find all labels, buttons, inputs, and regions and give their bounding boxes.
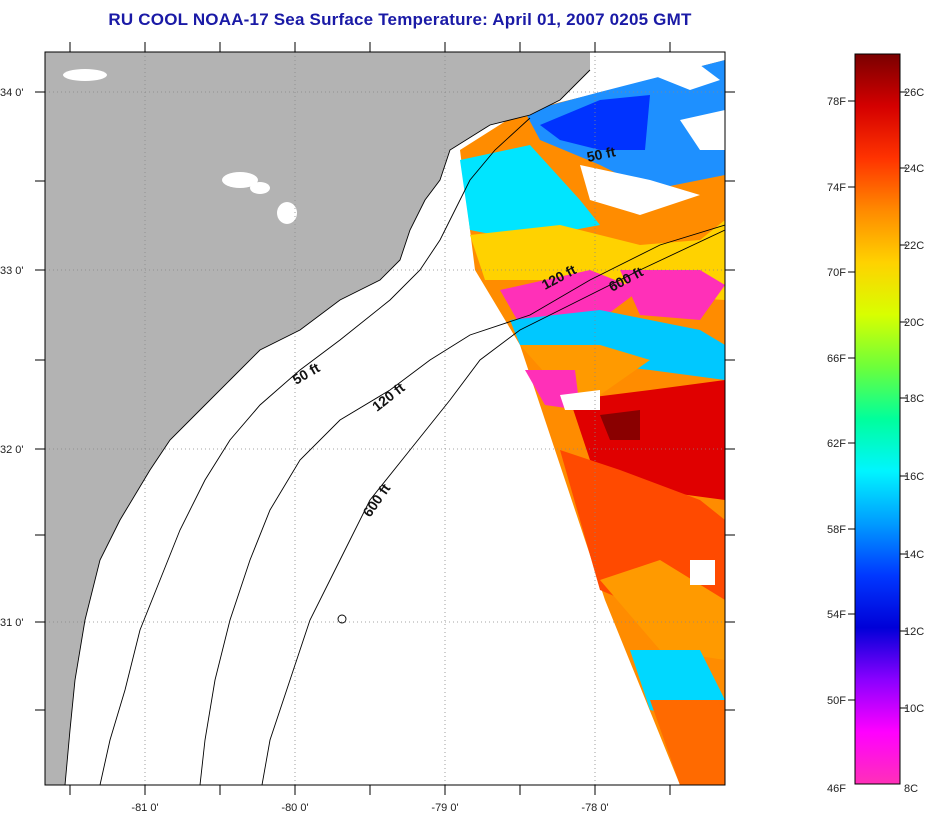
colorbar-celsius-labels: 26C 24C 22C 20C 18C 16C 14C 12C 10C 8C [904, 87, 924, 795]
map-title: RU COOL NOAA-17 Sea Surface Temperature:… [108, 10, 692, 29]
map-frame [44, 51, 726, 786]
c-label-8: 8C [904, 783, 918, 795]
c-label-26: 26C [904, 87, 924, 99]
latitude-labels: 34 0' 33 0' 32 0' 31 0' [0, 87, 24, 629]
f-label-70: 70F [827, 267, 846, 279]
lakes [63, 69, 297, 224]
c-label-16: 16C [904, 471, 924, 483]
c-label-18: 18C [904, 393, 924, 405]
colorbar: 78F 74F 70F 66F 62F 58F 54F 50F 46F 26C … [827, 53, 924, 795]
colorbar-ticks [848, 91, 907, 709]
sst-swath [460, 60, 725, 785]
frame-ticks [35, 42, 735, 795]
lat-label-31: 31 0' [0, 617, 24, 629]
lon-label-81: -81 0' [131, 802, 158, 814]
graticule [45, 52, 725, 785]
c-label-20: 20C [904, 317, 924, 329]
lon-label-78: -78 0' [581, 802, 608, 814]
lon-label-80: -80 0' [281, 802, 308, 814]
bathymetry-contours [64, 69, 725, 785]
c-label-24: 24C [904, 163, 924, 175]
f-label-54: 54F [827, 609, 846, 621]
colorbar-gradient [854, 53, 901, 785]
c-label-14: 14C [904, 549, 924, 561]
f-label-74: 74F [827, 182, 846, 194]
f-label-50: 50F [827, 695, 846, 707]
f-label-78: 78F [827, 96, 846, 108]
c-label-22: 22C [904, 240, 924, 252]
lat-label-33: 33 0' [0, 265, 24, 277]
c-label-12: 12C [904, 626, 924, 638]
c-label-10: 10C [904, 703, 924, 715]
map-area: 50 ft 120 ft 600 ft 50 ft 120 ft 600 ft [45, 52, 725, 785]
f-label-62: 62F [827, 438, 846, 450]
f-label-46: 46F [827, 783, 846, 795]
longitude-labels: -81 0' -80 0' -79 0' -78 0' [131, 802, 608, 814]
lon-label-79: -79 0' [431, 802, 458, 814]
land-mass [45, 52, 590, 785]
f-label-66: 66F [827, 353, 846, 365]
lat-label-34: 34 0' [0, 87, 24, 99]
lat-label-32: 32 0' [0, 444, 24, 456]
colorbar-fahrenheit-labels: 78F 74F 70F 66F 62F 58F 54F 50F 46F [827, 96, 846, 795]
f-label-58: 58F [827, 524, 846, 536]
contour-label-50ft-north: 50 ft [585, 143, 617, 165]
